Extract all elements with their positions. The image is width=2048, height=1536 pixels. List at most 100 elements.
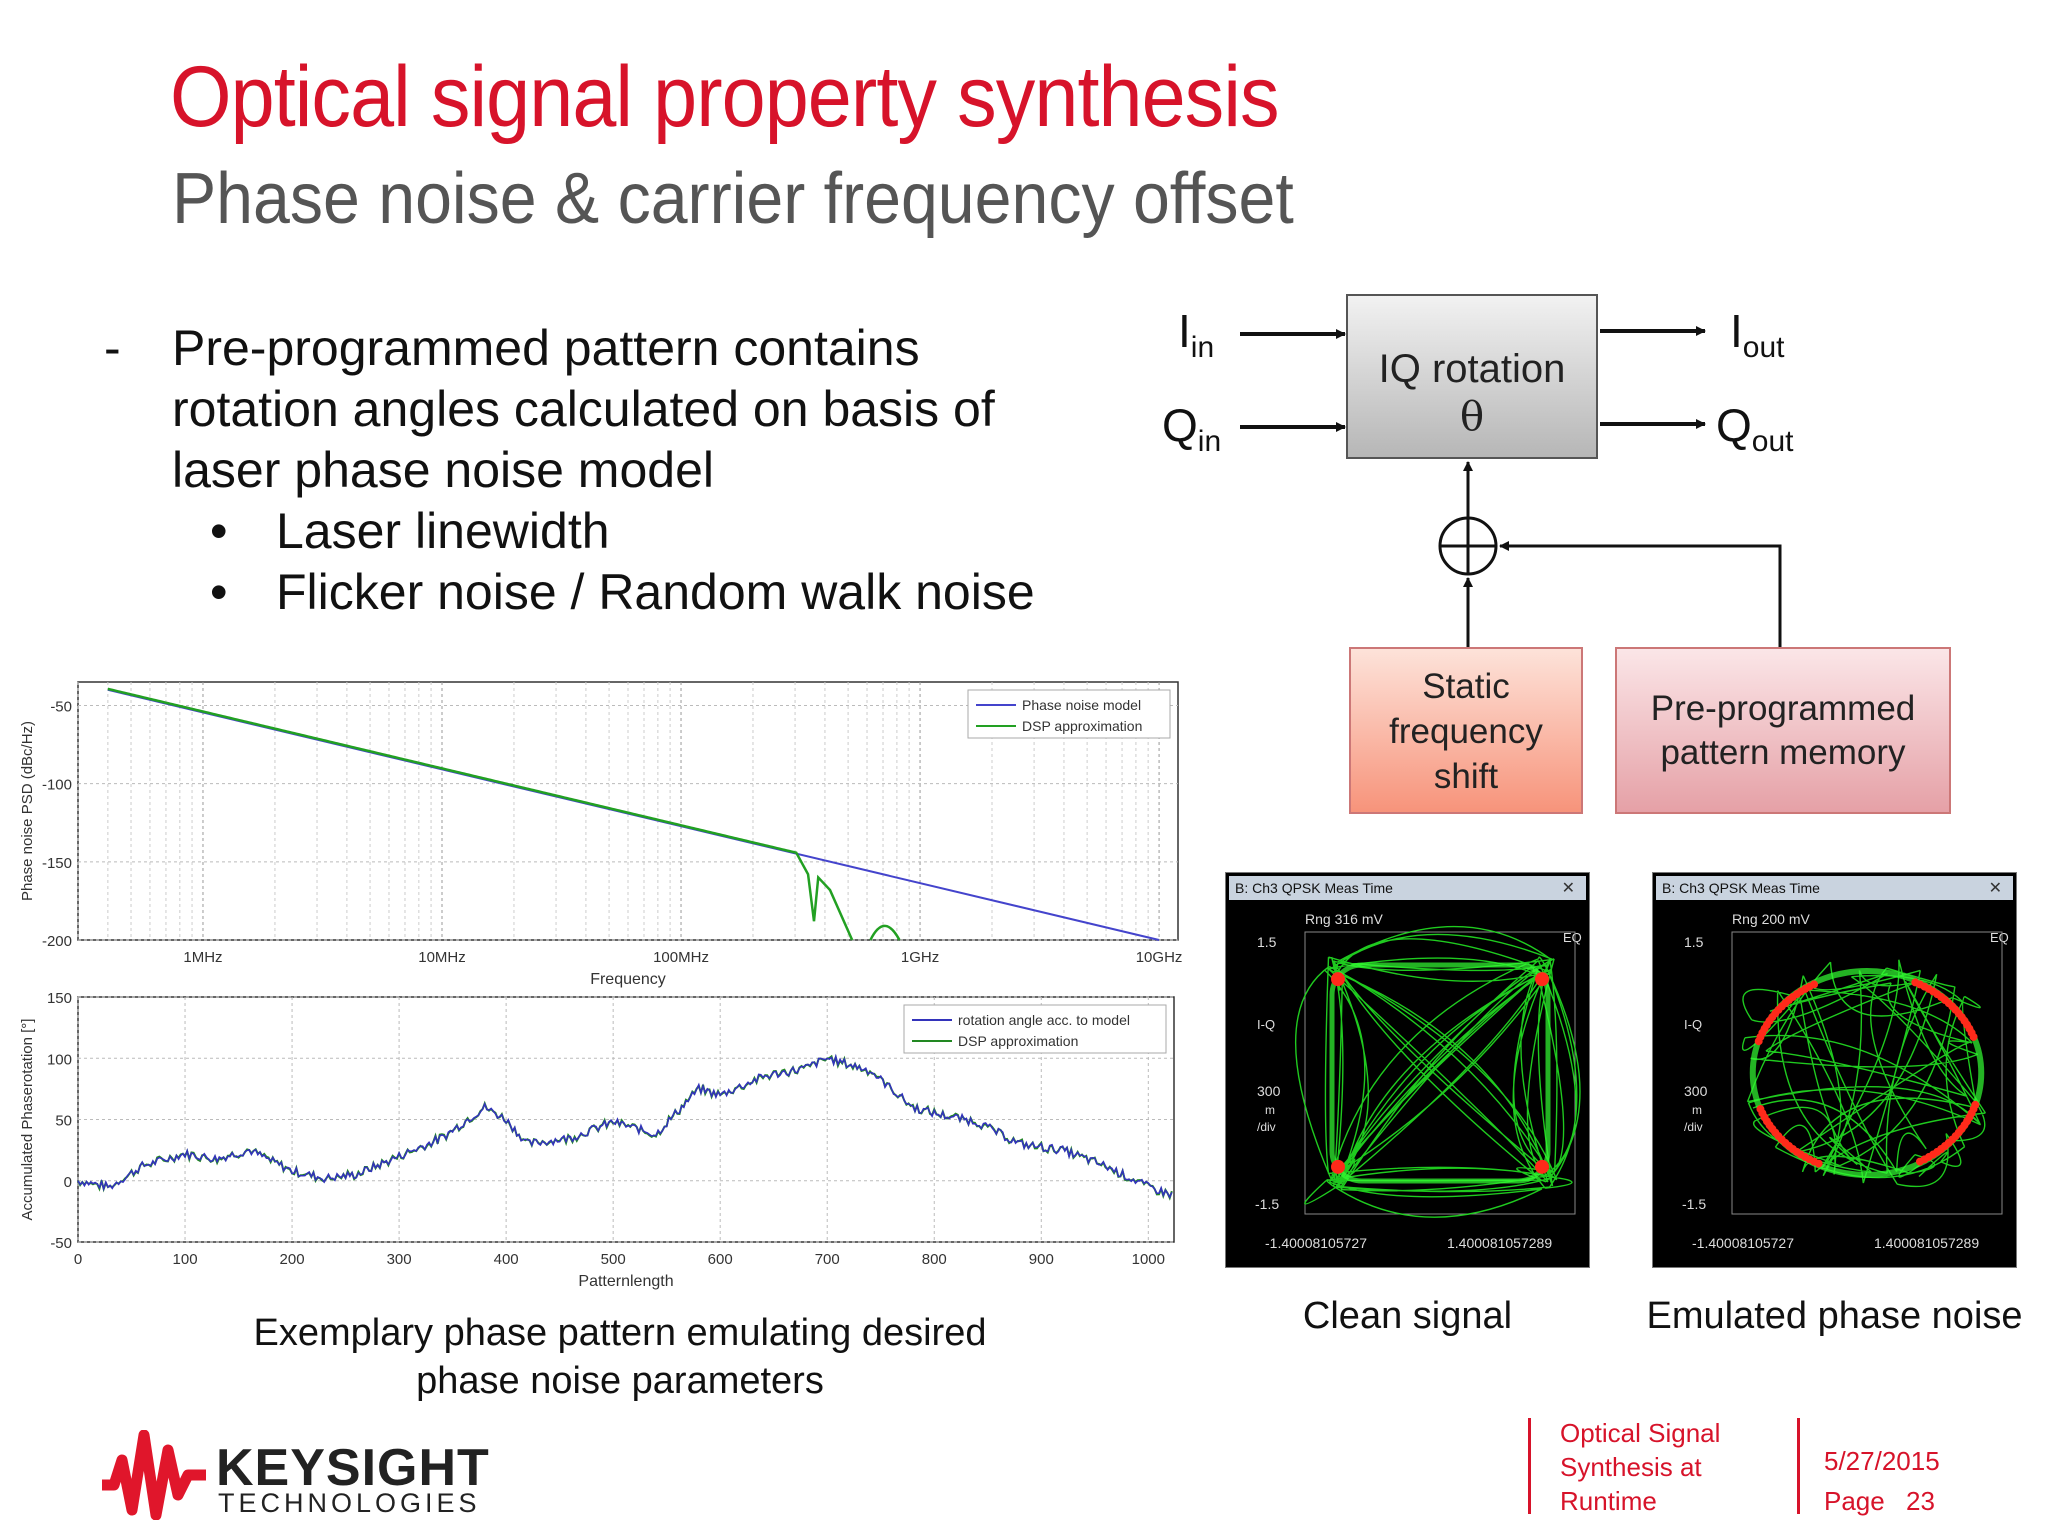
constellation-clean: B: Ch3 QPSK Meas Time ✕ Rng 316 mV EQ 1.5 I-Q… <box>1225 872 1590 1268</box>
caption-clean-signal: Clean signal <box>1302 1295 1513 1337</box>
chart2-x-tick: 0 <box>74 1251 82 1268</box>
scope-frame <box>1652 872 2017 1268</box>
scope-range: Rng 316 mV <box>1305 911 1383 927</box>
scope-eq-label: EQ <box>1563 930 1582 945</box>
scope-y-mid: I-Q <box>1684 1017 1702 1032</box>
chart2-x-label: Patternlength <box>578 1273 673 1290</box>
chart2-y-tick: 100 <box>47 1051 72 1068</box>
chart2-legend-dsp: DSP approximation <box>958 1033 1078 1049</box>
slide-title: Optical signal property synthesis <box>170 49 1280 145</box>
sub-bullet-dot-2: • <box>210 564 228 620</box>
memory-line-2: pattern memory <box>1660 733 1906 772</box>
sub-bullet-linewidth: Laser linewidth <box>276 503 610 559</box>
chart2-x-tick: 300 <box>387 1251 412 1268</box>
scope-range: Rng 200 mV <box>1732 911 1810 927</box>
scope-x-right: 1.400081057289 <box>1447 1235 1552 1251</box>
chart1-y-tick: -150 <box>42 855 72 872</box>
chart-caption-line-2: phase noise parameters <box>416 1360 824 1402</box>
footer-page-number: 23 <box>1906 1486 1935 1516</box>
theta-label: θ <box>1460 394 1484 440</box>
label-q-out: Qout <box>1716 399 1794 459</box>
scope-y-bot: -1.5 <box>1255 1196 1279 1212</box>
scope-y-scale: 300 <box>1684 1083 1708 1099</box>
chart1-x-tick: 1MHz <box>183 949 222 966</box>
static-line-3: shift <box>1434 757 1498 796</box>
scope-trajectories <box>1294 925 1581 1218</box>
chart2-y-tick: 0 <box>64 1174 72 1191</box>
label-i-out: Iout <box>1730 305 1785 365</box>
scope-y-div: /div <box>1684 1120 1703 1134</box>
chart2-x-tick: 200 <box>280 1251 305 1268</box>
caption-emulated-phase-noise: Emulated phase noise <box>1646 1295 2023 1337</box>
keysight-logo-name: KEYSIGHT <box>216 1439 490 1497</box>
chart2-x-tick: 1000 <box>1132 1251 1165 1268</box>
chart2-x-tick: 400 <box>494 1251 519 1268</box>
chart2-y-tick: -50 <box>50 1235 72 1252</box>
footer-doc-line-1: Optical Signal <box>1560 1418 1721 1448</box>
chart2-legend <box>903 1004 1167 1054</box>
constellation-phase-noise: B: Ch3 QPSK Meas Time ✕ Rng 200 mV EQ 1.5 I-Q… <box>1652 872 2017 1268</box>
chart1-legend <box>967 689 1171 739</box>
chart2-y-tick: 50 <box>55 1113 72 1130</box>
iq-rotation-diagram: IQ rotation θ Static frequency shift Pre… <box>1240 294 1951 814</box>
chart1-legend-dsp: DSP approximation <box>1022 718 1142 734</box>
scope-y-scale: 300 <box>1257 1083 1281 1099</box>
keysight-logo-sub: TECHNOLOGIES <box>218 1488 481 1518</box>
sub-bullet-dot-1: • <box>210 503 228 559</box>
chart2-x-tick: 500 <box>601 1251 626 1268</box>
memory-line-1: Pre-programmed <box>1651 689 1916 728</box>
scope-header <box>1229 876 1586 900</box>
footer-doc-line-2: Synthesis at <box>1560 1452 1702 1482</box>
scope-y-bot: -1.5 <box>1682 1196 1706 1212</box>
chart1-y-tick: -50 <box>50 698 72 715</box>
scope-x-left: -1.40008105727 <box>1265 1235 1367 1251</box>
label-i-in: Iin <box>1178 305 1215 365</box>
scope-y-div: /div <box>1257 1120 1276 1134</box>
scope-symbol-point <box>1331 1159 1345 1174</box>
scope-symbol-point <box>1535 1159 1549 1174</box>
chart1-x-tick: 10MHz <box>418 949 466 966</box>
chart1-series-dsp <box>107 687 854 941</box>
chart1-x-tick: 10GHz <box>1136 949 1183 966</box>
chart2-y-tick: 150 <box>47 990 72 1007</box>
static-line-1: Static <box>1422 667 1510 706</box>
scope-symbol-point <box>1969 1032 1978 1041</box>
chart2-x-tick: 100 <box>173 1251 198 1268</box>
phase-noise-psd-chart: -50 -100 -150 -200 1MHz 10MHz 100MHz 1GHz 10GHz F… <box>19 681 1183 988</box>
footer-doc-line-3: Runtime <box>1560 1486 1657 1516</box>
iq-rotation-block <box>1346 294 1598 459</box>
chart2-series-model <box>77 1053 1173 1199</box>
footer-date: 5/27/2015 <box>1824 1446 1940 1476</box>
chart2-legend-model: rotation angle acc. to model <box>958 1012 1130 1028</box>
chart1-y-tick: -200 <box>42 933 72 950</box>
iq-rotation-label: IQ rotation <box>1379 347 1566 391</box>
keysight-wave-icon <box>102 1430 206 1520</box>
scope-close-icon: ✕ <box>1989 880 2002 897</box>
chart-caption-line-1: Exemplary phase pattern emulating desire… <box>253 1312 987 1354</box>
scope-x-right: 1.400081057289 <box>1874 1235 1979 1251</box>
chart1-x-label: Frequency <box>590 971 666 988</box>
chart1-x-tick: 100MHz <box>653 949 709 966</box>
chart1-x-tick: 1GHz <box>901 949 939 966</box>
footer-page-label: Page <box>1824 1486 1885 1516</box>
static-frequency-block <box>1349 647 1583 814</box>
chart1-legend-model: Phase noise model <box>1022 697 1141 713</box>
scope-symbol-point <box>1810 980 1819 989</box>
bullet-main-line-3: laser phase noise model <box>172 442 714 498</box>
scope-trajectories <box>1741 959 1986 1188</box>
label-q-in: Qin <box>1162 399 1222 459</box>
slide-subtitle: Phase noise & carrier frequency offset <box>172 159 1294 239</box>
scope-symbol-point <box>1915 1157 1924 1166</box>
chart1-series-dsp-lobe <box>869 924 901 941</box>
chart2-x-tick: 900 <box>1029 1251 1054 1268</box>
scope-header-text: B: Ch3 QPSK Meas Time <box>1235 880 1393 896</box>
scope-header <box>1656 876 2013 900</box>
bullet-main-line-2: rotation angles calculated on basis of <box>172 381 995 437</box>
scope-close-icon: ✕ <box>1562 880 1575 897</box>
chart2-x-tick: 600 <box>708 1251 733 1268</box>
bullet-dash: - <box>104 320 121 376</box>
chart1-y-label: Phase noise PSD (dBc/Hz) <box>19 721 36 901</box>
footer-divider-2 <box>1797 1418 1800 1514</box>
scope-grid-frame <box>1731 931 2003 1215</box>
scope-symbol-point <box>1535 972 1549 987</box>
